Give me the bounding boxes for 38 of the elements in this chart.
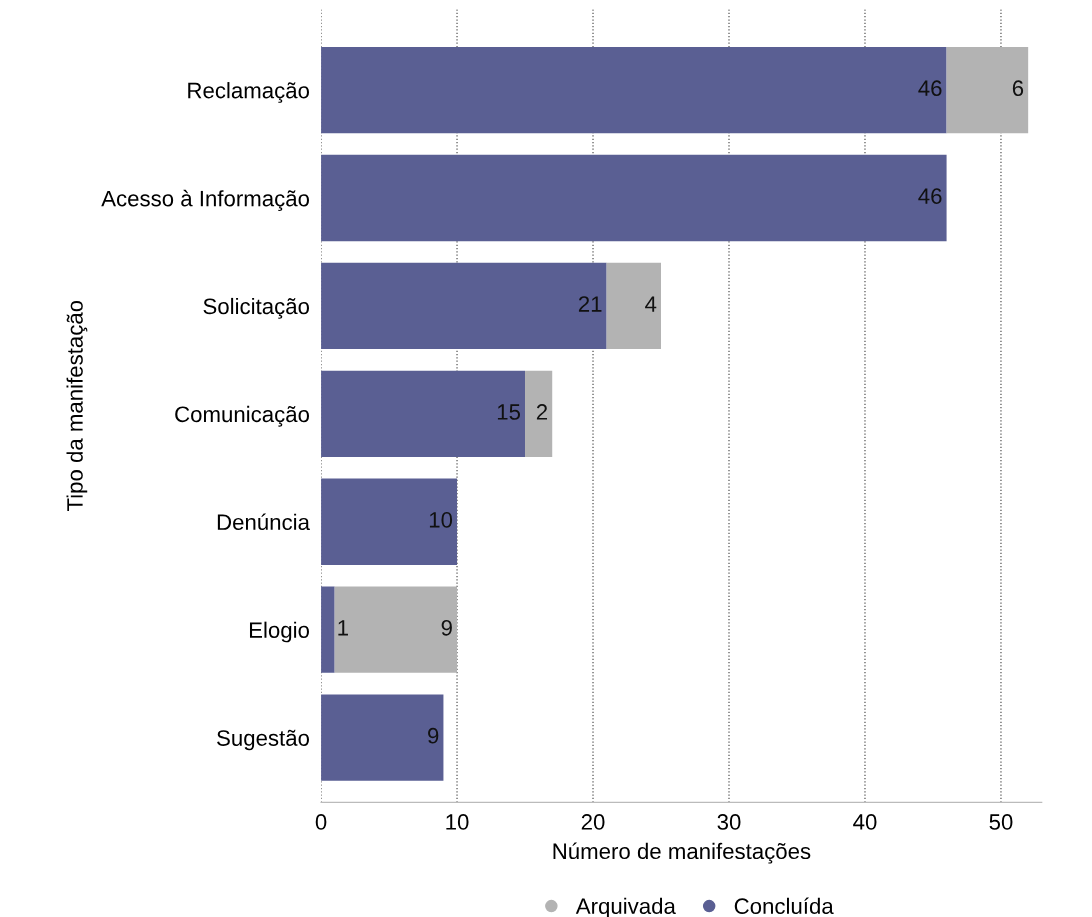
- data-label: 15: [497, 404, 521, 420]
- x-tick-label: 0: [315, 814, 327, 830]
- x-tick-label: 10: [446, 814, 469, 830]
- bar: [321, 586, 335, 673]
- bar: [321, 694, 444, 781]
- y-tick-label: Elogio: [249, 621, 310, 643]
- x-tick-label: 20: [581, 814, 605, 830]
- data-label: 46: [918, 80, 942, 97]
- y-tick-label: Reclamação: [188, 82, 310, 103]
- bar: [321, 262, 607, 350]
- data-label: 10: [429, 512, 453, 528]
- x-axis-title: Número de manifestações: [553, 842, 811, 864]
- data-label: 21: [578, 296, 602, 312]
- data-label: 1: [338, 620, 348, 636]
- bar: [525, 370, 553, 458]
- bar: [606, 262, 662, 350]
- x-tick-label: 30: [717, 814, 741, 830]
- data-label: 4: [645, 296, 657, 312]
- y-tick-label: Acesso à Informação: [101, 189, 310, 211]
- data-label: 2: [536, 404, 548, 420]
- bar: [334, 586, 458, 673]
- data-label: 9: [441, 619, 452, 636]
- bar: [321, 46, 947, 134]
- y-tick-label: Sugestão: [217, 729, 310, 751]
- bar: [321, 478, 458, 565]
- data-label: 6: [1012, 80, 1024, 97]
- y-tick-label: Denúncia: [217, 513, 310, 531]
- y-tick-label: Comunicação: [175, 405, 310, 427]
- y-axis-title: Tipo da manifestação: [66, 300, 88, 512]
- x-tick-label: 50: [989, 814, 1013, 830]
- bar: [321, 370, 526, 458]
- y-tick-label: Solicitação: [203, 297, 310, 319]
- data-label: 9: [428, 727, 439, 744]
- bar: [321, 154, 947, 242]
- bar: [946, 46, 1029, 134]
- legend-label: Concluída: [734, 897, 834, 915]
- data-label: 46: [918, 188, 942, 204]
- x-tick-label: 40: [853, 814, 877, 830]
